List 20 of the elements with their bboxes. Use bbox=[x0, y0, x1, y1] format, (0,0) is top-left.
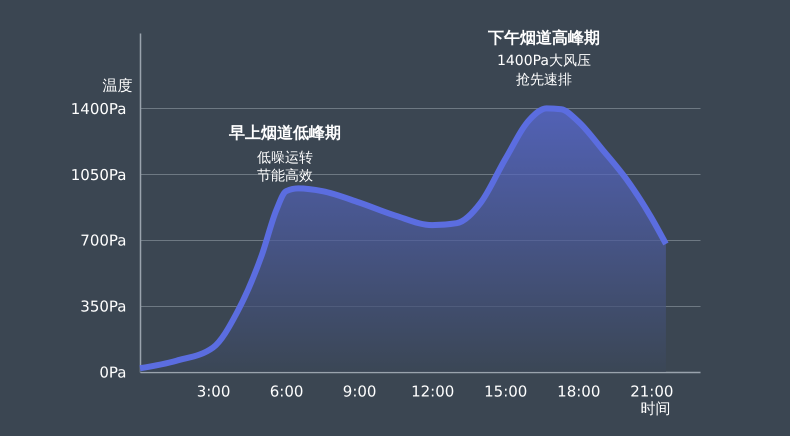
y-tick-label: 350Pa bbox=[80, 298, 126, 316]
y-tick-label: 0Pa bbox=[99, 364, 126, 382]
y-axis-title: 温度 bbox=[102, 76, 132, 94]
annotation: 低噪运转 bbox=[257, 150, 313, 166]
x-tick-label: 6:00 bbox=[270, 382, 304, 400]
y-tick-label: 1050Pa bbox=[70, 166, 126, 184]
annotation: 下午烟道高峰期 bbox=[487, 28, 600, 47]
x-tick-label: 3:00 bbox=[196, 382, 230, 400]
y-tick-label: 1400Pa bbox=[70, 100, 126, 118]
annotation: 节能高效 bbox=[257, 168, 313, 184]
x-tick-label: 9:00 bbox=[342, 382, 376, 400]
annotation: 早上烟道低峰期 bbox=[228, 123, 341, 142]
x-tick-label: 18:00 bbox=[557, 382, 600, 400]
annotation: 1400Pa大风压 bbox=[496, 53, 592, 69]
x-tick-label: 15:00 bbox=[484, 382, 528, 400]
annotation: 抢先速排 bbox=[516, 72, 572, 88]
x-axis-title: 时间 bbox=[640, 400, 670, 418]
x-tick-label: 12:00 bbox=[411, 382, 454, 400]
x-tick-label: 21:00 bbox=[630, 382, 674, 400]
y-tick-label: 700Pa bbox=[80, 232, 126, 250]
